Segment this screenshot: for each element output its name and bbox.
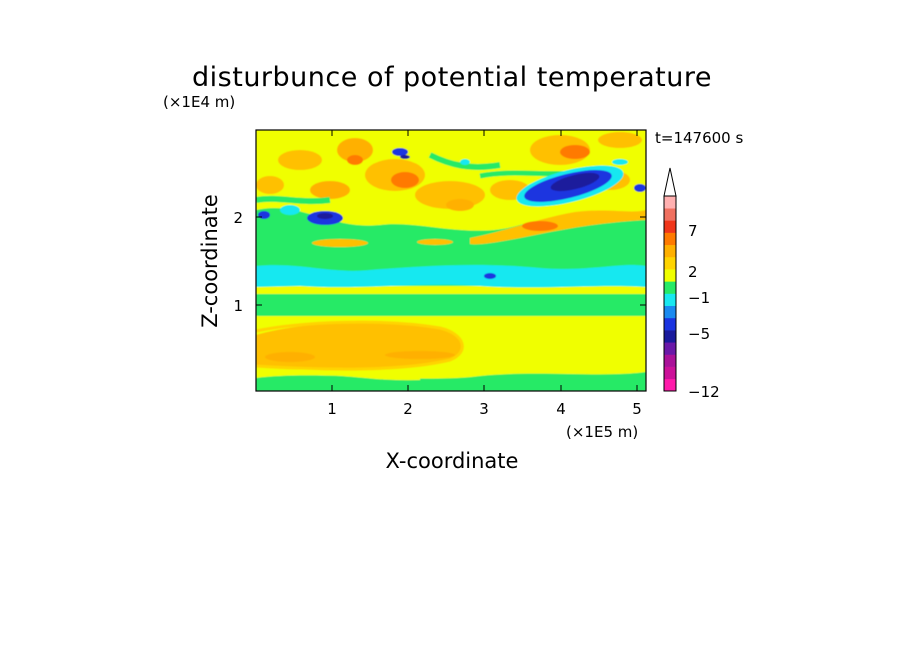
colorbar-swatch: [664, 220, 676, 233]
x-tick-label: 3: [479, 400, 489, 418]
colorbar-swatch: [664, 354, 676, 367]
colorbar-swatch: [664, 366, 676, 380]
y-axis-scale-label: (×1E4 m): [163, 93, 235, 111]
x-tick-label: 5: [632, 400, 642, 418]
colorbar-swatch: [664, 305, 676, 319]
colorbar-swatch: [664, 269, 676, 282]
y-ticks: [256, 216, 646, 306]
colorbar-swatch: [664, 342, 676, 355]
colorbar-swatch: [664, 208, 676, 221]
colorbar-swatch: [664, 244, 676, 258]
colorbar-label: −1: [688, 289, 710, 307]
x-axis-scale-label: (×1E5 m): [566, 423, 638, 441]
y-axis-label: Z-coordinate: [198, 194, 222, 328]
colorbar-extend-arrow: [663, 167, 677, 197]
x-tick-label: 4: [556, 400, 566, 418]
colorbar-swatch: [664, 232, 676, 246]
contour-field: [256, 130, 646, 391]
x-axis-label: X-coordinate: [386, 449, 519, 473]
x-tick-label: 1: [327, 400, 337, 418]
colorbar-swatch: [664, 378, 676, 392]
y-tick-label: 1: [233, 297, 243, 315]
colorbar-swatch: [664, 293, 676, 306]
colorbar-swatch: [664, 281, 676, 294]
y-tick-label: 2: [233, 209, 243, 227]
colorbar-swatch: [664, 330, 676, 343]
colorbar-swatch: [664, 196, 676, 209]
x-tick-label: 2: [403, 400, 413, 418]
colorbar-swatch: [664, 317, 676, 331]
colorbar: [664, 196, 676, 392]
colorbar-label: −5: [688, 325, 710, 343]
time-label: t=147600 s: [655, 129, 743, 147]
chart-title: disturbunce of potential temperature: [192, 62, 712, 93]
plot-frame: [255, 129, 647, 392]
x-ticks: [331, 130, 638, 391]
colorbar-label: 2: [688, 263, 698, 281]
colorbar-frame: [663, 195, 677, 392]
colorbar-swatch: [664, 256, 676, 270]
colorbar-label: −12: [688, 383, 720, 401]
colorbar-label: 7: [688, 222, 698, 240]
